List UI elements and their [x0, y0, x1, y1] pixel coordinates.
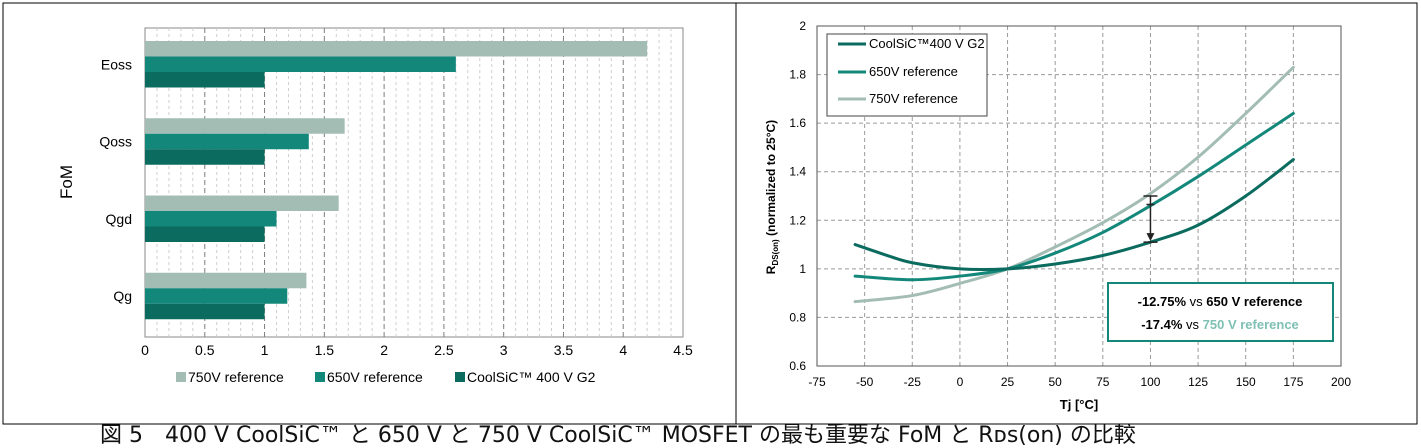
- line-y-label-sub: DS(on): [771, 239, 780, 266]
- bar-qg-2: [145, 303, 265, 320]
- line-y-tick-label: 0.8: [789, 310, 806, 324]
- legend-label-750v: 750V reference: [869, 91, 958, 106]
- bar-x-tick-label: 0: [141, 342, 149, 358]
- line-x-tick-label: 75: [1096, 375, 1110, 389]
- line-x-tick-label: 100: [1140, 375, 1160, 389]
- difference-arrow: [1143, 195, 1158, 243]
- line-legend-frame: [826, 33, 988, 117]
- annotation-frame: [1107, 282, 1334, 342]
- bar-qg-1: [145, 288, 288, 304]
- bar-qoss-2: [145, 149, 265, 165]
- line-x-tick-label: 0: [957, 375, 964, 389]
- line-x-tick-label: 150: [1236, 375, 1256, 389]
- bar-legend-label: CoolSiC™ 400 V G2: [467, 369, 596, 385]
- line-y-tick-label: 1.2: [789, 213, 806, 227]
- bar-eoss-2: [145, 72, 265, 88]
- bar-category-labels: Eoss Qoss Qgd Qg: [99, 56, 132, 304]
- line-x-tick-labels: -75 -50 -25 0 25 50 75 100 125 150 175 200: [808, 375, 1351, 389]
- bar-x-tick-label: 2: [380, 342, 388, 358]
- line-650v-reference: [853, 111, 1295, 282]
- bar-x-tick-label: 1: [261, 342, 269, 358]
- line-y-tick-label: 1.4: [789, 165, 806, 179]
- bar-x-tick-label: 3: [500, 342, 508, 358]
- line-y-tick-label: 1.8: [789, 68, 806, 82]
- bar-qgd-1: [145, 211, 277, 227]
- bar-eoss-1: [145, 56, 456, 72]
- bar-legend-label: 750V reference: [188, 369, 284, 385]
- bar-x-tick-label: 0.5: [195, 342, 215, 358]
- line-y-label-rest: (normalized to 25°C): [764, 120, 778, 239]
- bar-category-label: Qg: [113, 288, 132, 304]
- line-x-tick-label: 175: [1283, 375, 1303, 389]
- line-x-tick-label: 200: [1331, 375, 1351, 389]
- line-x-tick-label: -75: [808, 375, 826, 389]
- annotation-pct-650: -12.75%: [1138, 294, 1187, 309]
- bar-x-tick-label: 1.5: [315, 342, 335, 358]
- line-x-tick-label: 50: [1049, 375, 1063, 389]
- line-y-tick-label: 2: [799, 19, 806, 33]
- line-coolsic-400v: [853, 158, 1295, 272]
- bar-qgd-2: [145, 226, 265, 242]
- annotation-ref-650: 650 V reference: [1206, 294, 1302, 309]
- arrow-head: [1146, 233, 1155, 242]
- line-y-tick-labels: 0.6 0.8 1 1.2 1.4 1.6 1.8 2: [789, 19, 806, 373]
- line-x-tick-label: -50: [856, 375, 874, 389]
- legend-label-coolsic: CoolSiC™400 V G2: [869, 36, 985, 51]
- annotation-vs-650: vs: [1186, 294, 1206, 309]
- bar-qgd-0: [145, 195, 339, 211]
- bar-y-axis-label: FoM: [57, 165, 76, 199]
- bar-legend-swatch: [176, 372, 186, 382]
- figure-canvas: Eoss Qoss Qgd Qg 0 0.5 1 1.5 2 2.5 3 3.5 4 4.5 FoM 7…: [2, 2, 1418, 425]
- line-y-tick-label: 1.6: [789, 116, 806, 130]
- bar-x-tick-labels: 0 0.5 1 1.5 2 2.5 3 3.5 4 4.5: [141, 342, 693, 358]
- line-x-axis-label: Tj [°C]: [1060, 397, 1098, 412]
- line-x-tick-label: -25: [904, 375, 922, 389]
- line-series-group: [853, 65, 1295, 304]
- line-x-tick-label: 25: [1001, 375, 1015, 389]
- bar-plot-area: [144, 27, 684, 338]
- bar-series-group: [145, 41, 648, 320]
- bar-x-tick-label: 4: [619, 342, 627, 358]
- figure-frame: [2, 2, 1418, 425]
- annotation-line-650: -12.75% vs 650 V reference: [1138, 294, 1303, 309]
- line-750v-reference: [853, 65, 1295, 304]
- bar-x-tick-label: 2.5: [434, 342, 454, 358]
- line-y-tick-label: 0.6: [789, 359, 806, 373]
- bar-legend-label: 650V reference: [327, 369, 423, 385]
- bar-x-tick-label: 4.5: [673, 342, 693, 358]
- annotation-line-750: -17.4% vs 750 V reference: [1141, 317, 1299, 332]
- annotation-pct-750: -17.4%: [1141, 317, 1183, 332]
- line-x-tick-label: 125: [1188, 375, 1208, 389]
- line-y-tick-label: 1: [799, 262, 806, 276]
- line-legend: CoolSiC™400 V G2 650V reference 750V ref…: [826, 33, 988, 117]
- annotation-box: -12.75% vs 650 V reference -17.4% vs 750…: [1107, 282, 1334, 342]
- line-y-axis-label: RDS(on) (normalized to 25°C): [764, 120, 780, 274]
- bar-legend-swatch: [455, 372, 465, 382]
- bar-qg-0: [145, 272, 307, 289]
- legend-label-650v: 650V reference: [869, 64, 958, 79]
- bar-qoss-1: [145, 133, 309, 150]
- bar-category-label: Qgd: [106, 211, 132, 227]
- fom-bar-chart: Eoss Qoss Qgd Qg 0 0.5 1 1.5 2 2.5 3 3.5 4 4.5 FoM 7…: [57, 27, 693, 385]
- bar-legend: 750V reference 650V reference CoolSiC™ 400…: [176, 369, 596, 385]
- bar-legend-swatch: [315, 372, 325, 382]
- bar-category-label: Qoss: [99, 134, 132, 150]
- bar-category-label: Eoss: [101, 56, 132, 72]
- annotation-ref-750: 750 V reference: [1203, 317, 1299, 332]
- line-y-label-main: R: [764, 265, 778, 274]
- rds-line-chart: 0.6 0.8 1 1.2 1.4 1.6 1.8 2 -75 -50 -25 0 25 50 75 100…: [764, 19, 1351, 412]
- bar-qoss-0: [145, 118, 345, 134]
- bar-eoss-0: [145, 41, 648, 57]
- bar-x-tick-label: 3.5: [554, 342, 574, 358]
- line-plot-area: [816, 25, 1342, 367]
- figure-caption: 図 5 400 V CoolSiC™ と 650 V と 750 V CoolS…: [100, 424, 1136, 448]
- annotation-vs-750: vs: [1182, 317, 1202, 332]
